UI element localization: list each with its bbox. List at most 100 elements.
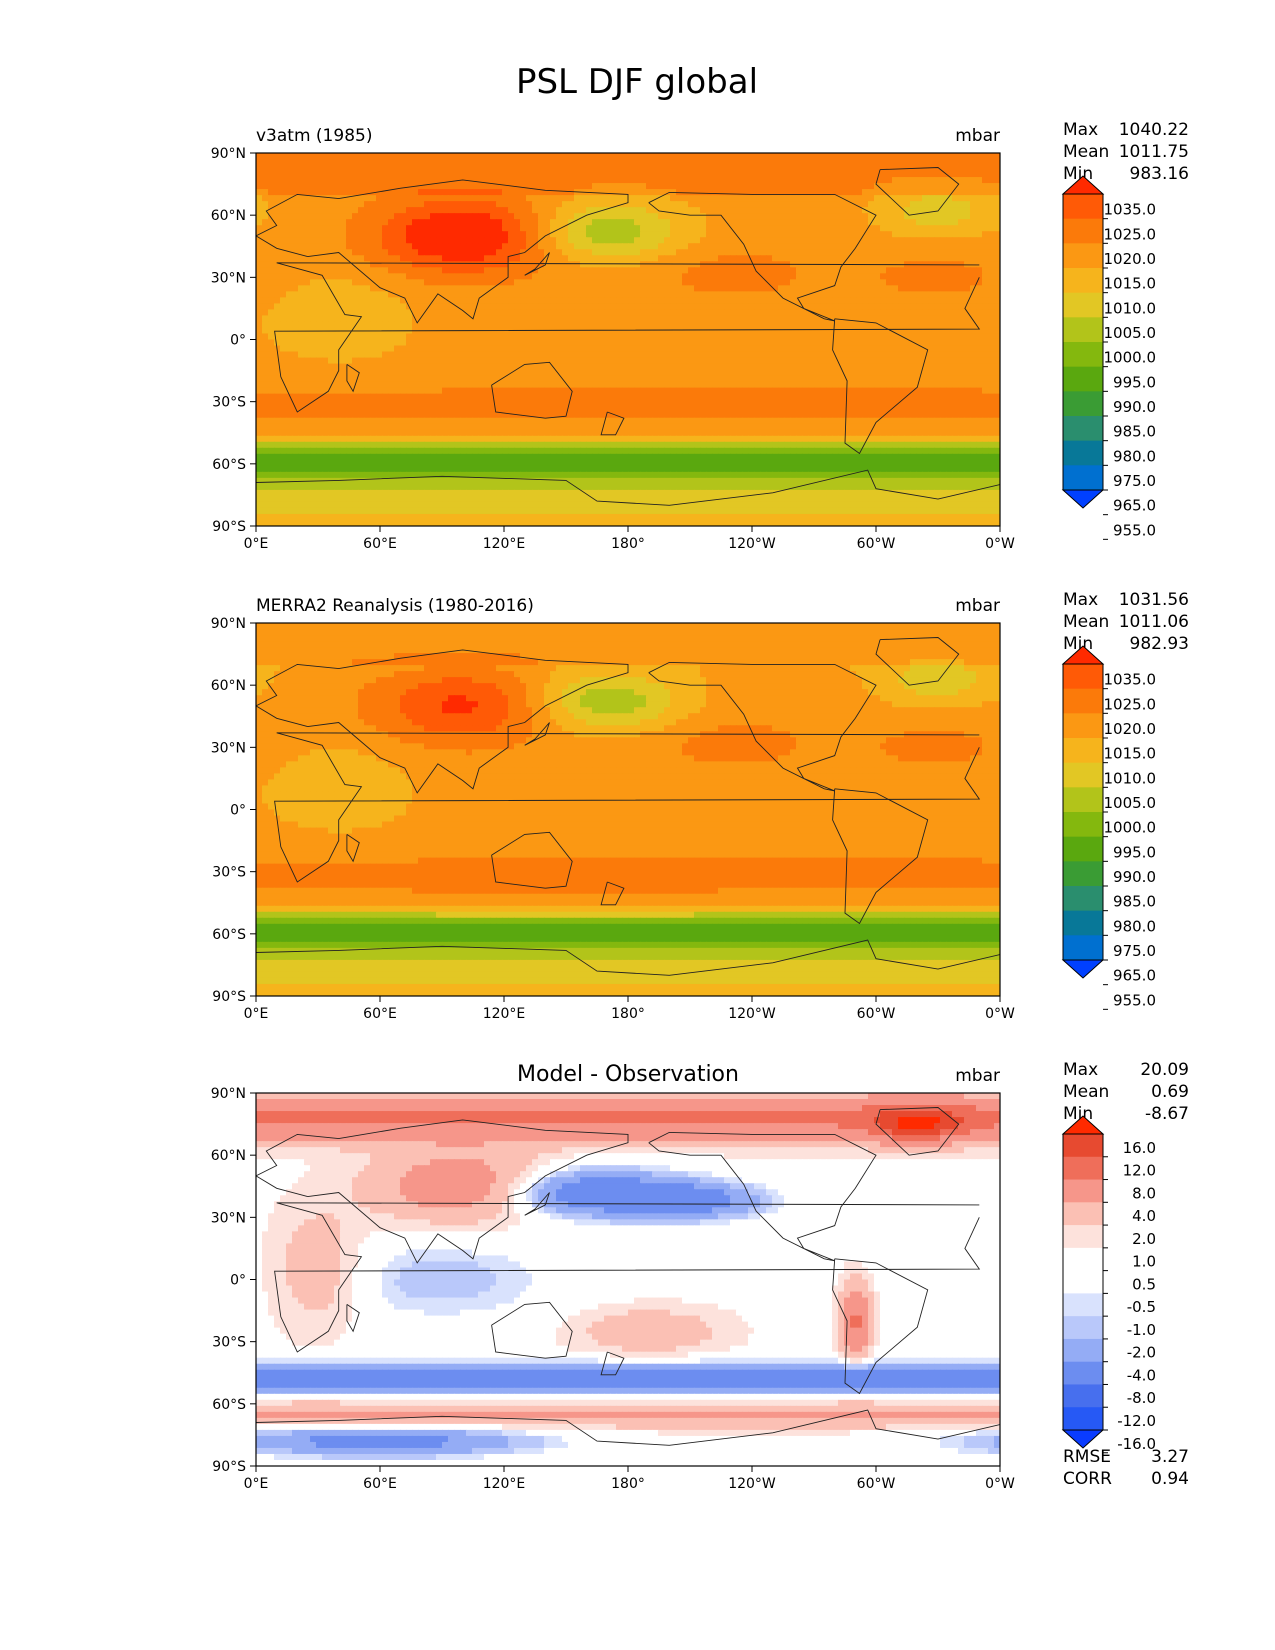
x-tick-label: 120°E [483, 1006, 526, 1022]
y-axis: 90°N 60°N 30°N 0° 30°S 60°S 90°S [211, 1086, 256, 1475]
colorbar-tick-label: 965.0 [1113, 497, 1156, 515]
y-tick-label: 60°N [211, 1148, 246, 1164]
x-tick-label: 120°W [728, 536, 776, 552]
x-tick-label: 60°W [857, 536, 896, 552]
colorbar-min-triangle [1061, 959, 1105, 979]
colorbar-segment [1063, 664, 1103, 690]
colorbar-segment [1063, 1225, 1103, 1249]
colorbar-tick-label: 1025.0 [1104, 225, 1157, 243]
panel-title: Model - Observation [517, 1062, 739, 1087]
colorbar-tick-label: 4.0 [1132, 1207, 1156, 1225]
stat-mean-value: 1011.06 [1119, 612, 1189, 632]
x-tick-label: 60°E [363, 1006, 397, 1022]
colorbar-min-triangle [1061, 1429, 1105, 1449]
x-tick-label: 180° [611, 1006, 645, 1022]
stat-max-label: Max [1063, 590, 1098, 610]
colorbar-tick-label: 1010.0 [1104, 769, 1157, 787]
colorbar-segment [1063, 1156, 1103, 1181]
colorbar-segment [1063, 1384, 1103, 1408]
colorbar-tick-label: 1005.0 [1104, 324, 1157, 342]
colorbar-tick-label: 990.0 [1113, 868, 1156, 886]
colorbar-tick-label: 1035.0 [1104, 201, 1157, 219]
colorbar: 16.0 12.0 8.0 4.0 2.0 1.0 0.5 -0.5 -1.0 -2.0 -4.0 -… [1061, 1115, 1156, 1454]
x-tick-label: 0°W [985, 1006, 1015, 1022]
y-tick-label: 60°S [212, 1397, 246, 1413]
y-tick-label: 90°S [212, 1459, 246, 1475]
y-tick-label: 0° [230, 333, 246, 349]
y-tick-label: 30°N [211, 1210, 246, 1226]
y-tick-label: 0° [230, 1273, 246, 1289]
corr-value: 0.94 [1151, 1469, 1189, 1489]
x-tick-label: 0°E [244, 1476, 269, 1492]
y-tick-label: 60°S [212, 927, 246, 943]
colorbar-tick-label: 990.0 [1113, 398, 1156, 416]
colorbar-segment [1063, 762, 1103, 788]
colorbar-segment [1063, 391, 1103, 417]
colorbar-segment [1063, 1361, 1103, 1385]
coastlines [256, 167, 1000, 506]
colorbar-segment [1063, 218, 1103, 244]
figure-title: PSL DJF global [516, 62, 758, 102]
stats-box: Max 1040.22 Mean 1011.75 Min 983.16 [1063, 120, 1189, 184]
contour-field [256, 623, 1000, 996]
colorbar-tick-label: 1.0 [1132, 1253, 1156, 1271]
colorbar-segment [1063, 910, 1103, 936]
stat-min-value: -8.67 [1145, 1104, 1189, 1124]
colorbar-segment [1063, 787, 1103, 813]
colorbar-segment [1063, 1316, 1103, 1340]
x-tick-label: 120°W [728, 1006, 776, 1022]
coastlines [256, 1107, 1000, 1446]
panel-model: v3atm (1985) mbar 90°N 60°N 30°N 0° 30°S 60°S… [211, 120, 1189, 552]
colorbar-tick-label: 975.0 [1113, 472, 1156, 490]
stat-mean-label: Mean [1063, 142, 1109, 162]
colorbar-tick-label: -2.0 [1127, 1344, 1156, 1362]
panel-title: MERRA2 Reanalysis (1980-2016) [256, 596, 534, 616]
colorbar-segment [1063, 861, 1103, 887]
coastlines [256, 637, 1000, 976]
panel-units: mbar [955, 1066, 1000, 1086]
x-tick-label: 120°E [483, 1476, 526, 1492]
colorbar-tick-label: 1020.0 [1104, 720, 1157, 738]
x-tick-label: 0°W [985, 536, 1015, 552]
y-tick-label: 0° [230, 803, 246, 819]
colorbar-tick-label: 1035.0 [1104, 671, 1157, 689]
y-tick-label: 30°S [212, 865, 246, 881]
rmse-label: RMSE [1063, 1447, 1111, 1467]
colorbar-segment [1063, 243, 1103, 269]
colorbar-tick-label: 955.0 [1113, 521, 1156, 539]
x-tick-label: 120°E [483, 536, 526, 552]
x-tick-label: 120°W [728, 1476, 776, 1492]
colorbar-segment [1063, 1338, 1103, 1363]
y-tick-label: 90°S [212, 519, 246, 535]
colorbar-segment [1063, 1270, 1103, 1294]
colorbar-tick-label: 995.0 [1113, 843, 1156, 861]
colorbar-tick-label: 8.0 [1132, 1184, 1156, 1202]
y-axis: 90°N 60°N 30°N 0° 30°S 60°S 90°S [211, 616, 256, 1005]
stat-mean-value: 1011.75 [1119, 142, 1189, 162]
colorbar-tick-label: 1005.0 [1104, 794, 1157, 812]
colorbar-tick-label: 1010.0 [1104, 299, 1157, 317]
x-tick-label: 60°W [857, 1476, 896, 1492]
stats-box: Max 1031.56 Mean 1011.06 Min 982.93 [1063, 590, 1189, 654]
colorbar-tick-label: 980.0 [1113, 447, 1156, 465]
colorbar-frame [1062, 1133, 1104, 1431]
colorbar: 1035.0 1025.0 1020.0 1015.0 1010.0 1005.0 1000… [1061, 175, 1157, 540]
colorbar-tick-label: 985.0 [1113, 423, 1156, 441]
x-axis: 0°E 60°E 120°E 180° 120°W 60°W 0°W [244, 996, 1015, 1022]
y-tick-label: 90°S [212, 989, 246, 1005]
colorbar-tick-label: 995.0 [1113, 373, 1156, 391]
stat-max-value: 20.09 [1140, 1060, 1189, 1080]
colorbar-tick-label: 2.0 [1132, 1230, 1156, 1248]
colorbar-segment [1063, 416, 1103, 442]
colorbar-segment [1063, 812, 1103, 838]
x-tick-label: 60°W [857, 1006, 896, 1022]
colorbar-segment [1063, 1179, 1103, 1203]
colorbar-tick-label: 1020.0 [1104, 250, 1157, 268]
colorbar-segment [1063, 1407, 1103, 1431]
colorbar-segment [1063, 1247, 1103, 1272]
colorbar-tick-label: 1000.0 [1104, 349, 1157, 367]
y-tick-label: 30°S [212, 395, 246, 411]
colorbar: 1035.0 1025.0 1020.0 1015.0 1010.0 1005.0 1000… [1061, 645, 1157, 1010]
x-axis: 0°E 60°E 120°E 180° 120°W 60°W 0°W [244, 526, 1015, 552]
